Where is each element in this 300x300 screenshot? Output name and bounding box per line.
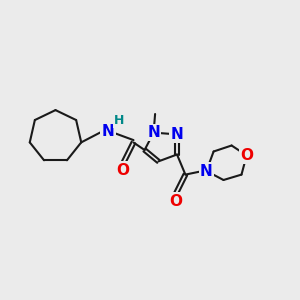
Text: N: N — [147, 125, 160, 140]
Text: N: N — [171, 127, 183, 142]
Text: O: O — [169, 194, 182, 208]
Text: N: N — [102, 124, 114, 139]
Text: H: H — [114, 114, 124, 128]
Text: O: O — [116, 163, 129, 178]
Text: O: O — [240, 148, 253, 163]
Text: N: N — [200, 164, 213, 178]
